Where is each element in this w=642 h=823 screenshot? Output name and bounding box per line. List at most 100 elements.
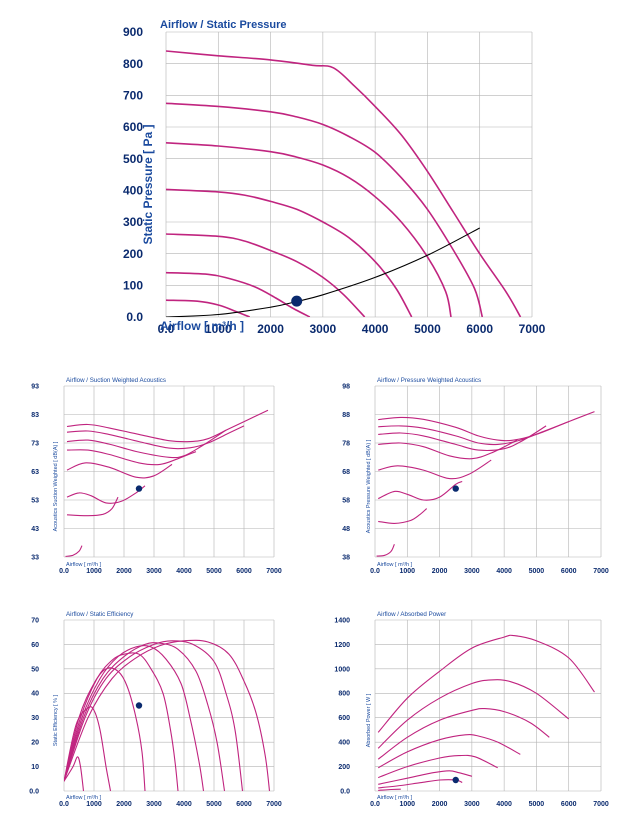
x-tick-label: 7000	[266, 801, 282, 808]
gridlines	[63, 385, 275, 558]
y-tick-label: 200	[338, 764, 350, 771]
y-tick-label: 100	[123, 279, 143, 293]
series-line-3	[377, 707, 550, 760]
gridlines	[374, 385, 602, 558]
x-tick-label: 4000	[496, 568, 512, 575]
chart-efficiency: 0.0 1000 2000 3000 4000 5000 6000 7000 0.0 10 20 30…	[29, 611, 282, 808]
series-line-1	[66, 409, 269, 443]
series-line-4	[64, 644, 205, 791]
series-line-5	[66, 462, 173, 479]
y-tick-label: 600	[123, 120, 143, 134]
x-tick-label: 4000	[176, 801, 192, 808]
y-tick-label: 60	[31, 642, 39, 649]
series-line-4	[377, 734, 521, 769]
x-tick-label: 0.0	[59, 801, 69, 808]
x-tick-label: 7000	[519, 322, 546, 336]
chart-title: Airflow / Pressure Weighted Acoustics	[377, 377, 481, 384]
y-tick-label: 58	[342, 497, 350, 504]
gridlines	[165, 31, 533, 318]
y-tick-label: 68	[342, 469, 350, 476]
y-tick-label: 500	[123, 152, 143, 166]
x-tick-label: 2000	[432, 568, 448, 575]
y-tick-label: 53	[31, 497, 39, 504]
series-line-5	[378, 754, 498, 779]
y-axis-label: Static Pressure [ Pa ]	[141, 124, 155, 244]
y-tick-label: 400	[123, 184, 143, 198]
plot-area	[64, 639, 271, 791]
y-tick-label: 200	[123, 247, 143, 261]
x-tick-label: 2000	[116, 568, 132, 575]
series-line-8	[65, 545, 83, 557]
series-line-2	[66, 425, 245, 450]
x-tick-label: 4000	[362, 322, 389, 336]
y-tick-label: 48	[342, 526, 350, 533]
series-line-3	[64, 642, 226, 791]
x-tick-label: 5000	[206, 801, 222, 808]
series-line-8	[378, 788, 401, 791]
chart-title: Airflow / Suction Weighted Acoustics	[66, 377, 166, 384]
x-tick-label: 0.0	[370, 801, 380, 808]
y-tick-label: 70	[31, 617, 39, 624]
chart-title: Airflow / Static Efficiency	[66, 611, 134, 618]
series-line-7	[66, 496, 119, 517]
y-axis-label: Acoustics Pressure Weighted [ dB(A) ]	[366, 439, 372, 533]
operating-point	[291, 295, 303, 307]
y-tick-label: 10	[31, 764, 39, 771]
x-tick-label: 2000	[116, 801, 132, 808]
y-tick-label: 83	[31, 412, 39, 419]
y-tick-label: 33	[31, 554, 39, 561]
x-axis-label: Airflow [ m³/h ]	[377, 562, 413, 568]
chart-title: Airflow / Absorbed Power	[377, 611, 446, 618]
y-axis-label: Static Efficiency [ % ]	[53, 694, 59, 746]
y-tick-label: 40	[31, 691, 39, 698]
y-tick-label: 800	[338, 691, 350, 698]
y-tick-label: 78	[342, 440, 350, 447]
x-tick-label: 0.0	[158, 322, 175, 336]
x-tick-label: 5000	[529, 568, 545, 575]
series-line-7	[166, 299, 251, 317]
chart-suction: 0.0 1000 2000 3000 4000 5000 6000 7000 33 43 53 63 7…	[31, 377, 282, 575]
x-axis-label: Airflow [ m³/h ]	[66, 562, 102, 568]
x-tick-label: 7000	[593, 568, 609, 575]
y-tick-label: 73	[31, 440, 39, 447]
series-line-4	[378, 439, 518, 460]
x-tick-label: 3000	[310, 322, 337, 336]
system-curve-line	[166, 227, 480, 317]
y-tick-label: 93	[31, 383, 39, 390]
series-line-8	[376, 543, 395, 557]
y-tick-label: 98	[342, 383, 350, 390]
x-tick-label: 6000	[561, 801, 577, 808]
x-tick-label: 0.0	[370, 568, 380, 575]
chart-pressure: 0.0 1000 2000 3000 4000 5000 6000 7000 0.0 100 200…	[123, 19, 546, 336]
operating-point	[452, 485, 459, 492]
gridlines	[63, 619, 275, 792]
operating-point	[135, 702, 143, 709]
series-line-3	[166, 142, 452, 317]
series-line-5	[378, 459, 492, 480]
y-axis-label: Acoustics Suction Weighted [ dB(A) ]	[53, 441, 59, 531]
y-axis-label: Absorbed Power [ W ]	[366, 693, 372, 747]
x-tick-label: 7000	[266, 568, 282, 575]
y-tick-label: 1200	[334, 642, 350, 649]
series-line-7	[64, 706, 112, 791]
chart-power: 0.0 1000 2000 3000 4000 5000 6000 7000 0.0 200 400…	[334, 611, 608, 808]
y-tick-label: 0.0	[340, 788, 350, 795]
series-line-3	[66, 429, 227, 459]
x-tick-label: 6000	[466, 322, 493, 336]
y-tick-label: 300	[123, 215, 143, 229]
series-line-1	[166, 50, 522, 317]
x-tick-label: 4000	[176, 568, 192, 575]
operating-point	[452, 776, 459, 784]
x-tick-label: 6000	[561, 568, 577, 575]
x-tick-label: 5000	[414, 322, 441, 336]
series-line-7	[378, 508, 428, 524]
x-tick-label: 3000	[146, 801, 162, 808]
series-line-6	[66, 485, 146, 504]
y-tick-label: 50	[31, 666, 39, 673]
series-line-1	[377, 634, 595, 733]
gridlines	[374, 619, 602, 792]
y-tick-label: 20	[31, 740, 39, 747]
series-line-2	[64, 640, 244, 791]
series-line-6	[64, 667, 146, 791]
